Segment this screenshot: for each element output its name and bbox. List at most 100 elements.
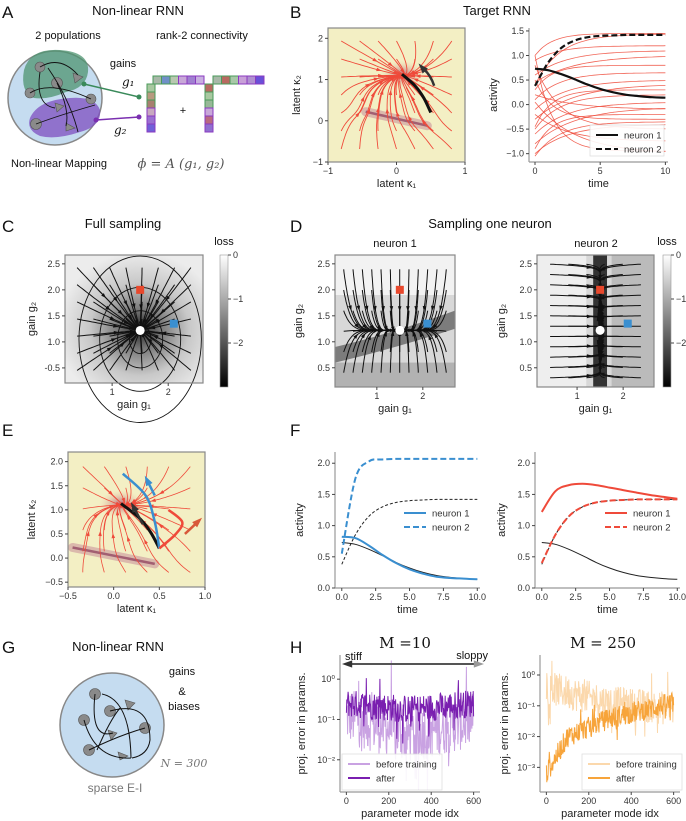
streamline-arrow xyxy=(165,295,170,301)
colorbar-c-label: loss xyxy=(214,236,234,248)
x-tick-label: 7.5 xyxy=(437,592,450,602)
other-neuron-trace xyxy=(534,56,666,83)
red-square-marker xyxy=(395,285,404,294)
y-tick-label: 0.0 xyxy=(50,553,63,563)
optimum-dot xyxy=(395,325,405,335)
streamline-arrow xyxy=(383,331,387,337)
connections xyxy=(83,693,151,759)
vector-cell xyxy=(238,75,248,85)
legend-label: after xyxy=(376,774,395,785)
panel-letter-h: H xyxy=(290,638,302,657)
plus-sign: + xyxy=(180,105,186,117)
y-tick-label: 2.5 xyxy=(519,259,532,269)
y-tick-label: 10⁻² xyxy=(317,755,335,765)
vector-cell xyxy=(146,83,156,93)
y-tick-label: 1.0 xyxy=(317,521,330,531)
series-neuron-2 xyxy=(340,457,478,554)
series-neuron-1 xyxy=(540,482,678,513)
streamline-arrow xyxy=(405,330,409,337)
streamline-arrow xyxy=(373,77,379,82)
legend: before training after xyxy=(581,753,683,791)
streamline-arrow xyxy=(396,111,400,117)
series-f1 xyxy=(340,457,478,581)
vector-cell xyxy=(146,91,156,101)
y-tick-label: 0.0 xyxy=(317,583,330,593)
legend-label: after xyxy=(616,774,635,785)
panel-d-neuron1-title: neuron 1 xyxy=(373,238,416,250)
vector-cell xyxy=(221,75,231,85)
y-tick-label: 1.0 xyxy=(47,337,60,347)
streamline-arrow xyxy=(131,303,136,309)
y-tick-label: 2.0 xyxy=(47,285,60,295)
y-tick-label: 1.5 xyxy=(517,489,530,499)
legend: neuron 1 neuron 2 xyxy=(605,509,671,534)
panel-g-network-diagram: gains & biases N = 300 sparse E-I xyxy=(59,666,207,795)
x-axis-label: time xyxy=(588,178,609,190)
x-tick-label: 10.0 xyxy=(669,592,686,602)
streamline-arrow xyxy=(149,325,156,330)
optimum-dot xyxy=(595,325,605,335)
x-tick-label: 600 xyxy=(666,796,681,806)
streamline-arrow xyxy=(362,323,367,329)
streamline-arrow xyxy=(599,295,605,300)
y-tick-label: 0 xyxy=(318,116,323,126)
series-target-neuron-1 xyxy=(541,542,678,580)
streamline-arrow xyxy=(365,83,371,88)
x-tick-label: 2.5 xyxy=(369,592,382,602)
streamline-arrow xyxy=(433,332,439,339)
x-tick-label: 0 xyxy=(344,796,349,806)
streamline-arrow xyxy=(105,510,110,516)
red-square-marker xyxy=(596,285,605,294)
other-neuron-trace xyxy=(534,94,666,130)
panel-letter-b: B xyxy=(290,3,301,22)
sloppy-arrowhead xyxy=(473,660,484,668)
other-neuron-trace xyxy=(534,94,666,110)
x-tick-label: 0 xyxy=(532,166,537,176)
direction-arrowhead xyxy=(418,63,429,74)
plot-frame xyxy=(64,254,204,384)
y-tick-label: 0.5 xyxy=(517,552,530,562)
streamline-arrow xyxy=(390,330,395,337)
series-neuron-1 xyxy=(341,535,478,581)
x-axis-label: gain g₁ xyxy=(579,403,613,415)
streamline-arrow xyxy=(385,108,390,114)
x-axis-label: time xyxy=(597,604,618,616)
g2-label: g₂ xyxy=(114,123,127,137)
streamline-arrow xyxy=(387,61,393,67)
series-neuron-2 xyxy=(534,33,666,87)
populations-label: 2 populations xyxy=(35,30,101,42)
y-tick-label: 1.5 xyxy=(317,311,330,321)
y-tick-label: 10⁻¹ xyxy=(517,701,535,711)
plot-frame xyxy=(334,254,456,388)
streamline-arrow xyxy=(428,334,433,341)
x-tick-label: 10 xyxy=(660,166,670,176)
y-tick-label: 0.5 xyxy=(511,75,524,85)
direction-arrowhead xyxy=(192,517,203,528)
other-neuron-trace xyxy=(534,79,666,120)
vector-cell xyxy=(204,123,214,133)
vector-cell xyxy=(161,75,171,85)
axes-h2: 0 200 400 600 10⁻³ 10⁻² 10⁻¹ 10⁰ parameter mode … xyxy=(499,655,681,820)
streamline-arrow xyxy=(393,70,399,75)
vector-cell xyxy=(204,115,214,125)
y-tick-label: 2.0 xyxy=(50,457,63,467)
vector-cell xyxy=(255,75,265,85)
streamline-arrow xyxy=(113,324,119,328)
y-axis-label: gain g₂ xyxy=(26,302,38,336)
streamline-arrow xyxy=(376,325,382,331)
x-tick-label: −0.5 xyxy=(59,591,77,601)
vector-cell xyxy=(204,107,214,117)
y-tick-label: 0.0 xyxy=(511,100,524,110)
streamline-arrow xyxy=(134,319,139,325)
y-axis-label: latent κ₂ xyxy=(291,75,303,115)
series-before-training xyxy=(545,660,675,737)
vector-cell xyxy=(204,91,214,101)
y-axis-label: proj. error in params. xyxy=(499,672,511,774)
y-tick-label: 1.0 xyxy=(50,505,63,515)
y-tick-label: 2.0 xyxy=(317,458,330,468)
y-tick-label: −0.5 xyxy=(45,577,63,587)
streamline-arrow xyxy=(161,331,167,335)
streamline-arrow xyxy=(413,78,419,83)
streamline-arrow xyxy=(154,319,160,324)
x-tick-label: 2 xyxy=(621,391,626,401)
